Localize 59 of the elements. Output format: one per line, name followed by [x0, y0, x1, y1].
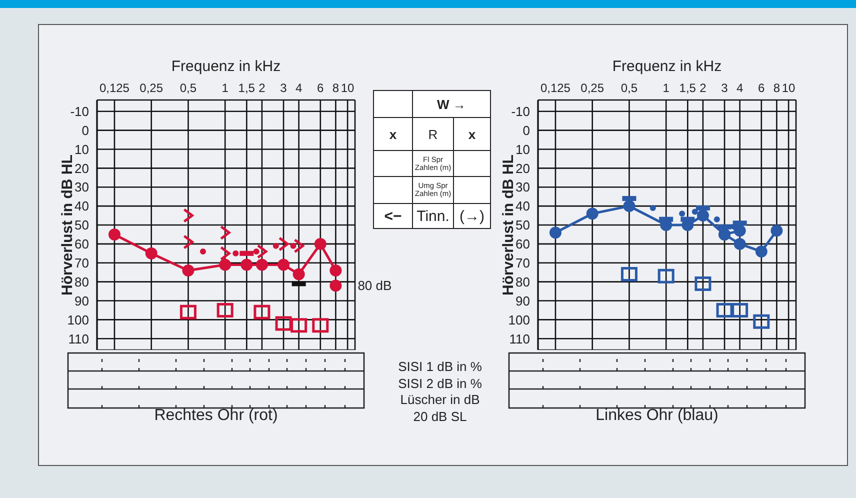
- text: 20 dB SL: [412, 408, 468, 425]
- x-tick-label: 0,25: [580, 81, 604, 95]
- y-tick-label: 30: [74, 180, 89, 195]
- y-tick-label: 60: [516, 236, 530, 252]
- x-tick-label: 1,5: [238, 81, 256, 95]
- x-tick-label: 3: [280, 81, 288, 95]
- x-tick-label: 3: [721, 81, 728, 95]
- x-tick-label: 0,5: [620, 81, 638, 95]
- x-tick-label: 8: [773, 81, 780, 95]
- text: Lüscher in dB: [399, 392, 481, 408]
- y-tick-label: 90: [516, 293, 530, 308]
- x-tick-label: 6: [758, 81, 766, 95]
- y-tick-label: 60: [74, 236, 89, 252]
- y-tick-label: 100: [508, 312, 530, 328]
- y-tick-label: 80: [74, 274, 89, 290]
- y-axis-title: Hörverlust in dB HL: [59, 154, 76, 296]
- y-tick-label: 40: [516, 198, 530, 214]
- y-tick-label: 10: [516, 142, 530, 157]
- x-tick-label: 10: [340, 81, 355, 95]
- x-tick-label: 2: [700, 81, 707, 95]
- x-axis-title: Frequenz in kHz: [170, 58, 282, 75]
- y-tick-label: 0: [522, 122, 530, 138]
- x-axis-title: Frequenz in kHz: [611, 58, 723, 75]
- x-tick-label: 2: [258, 81, 266, 95]
- y-tick-label: 10: [74, 142, 89, 157]
- y-tick-label: 0: [82, 122, 89, 138]
- x-tick-label: 0,125: [540, 81, 571, 95]
- y-tick-label: 70: [516, 255, 530, 270]
- text: Linkes Ohr (blau): [594, 407, 720, 425]
- y-tick-label: 40: [74, 198, 89, 214]
- x-tick-label: 1: [662, 81, 670, 95]
- x-tick-label: 1: [222, 81, 229, 95]
- y-tick-label: 110: [68, 331, 89, 346]
- y-axis-title: Hörverlust in dB HL: [500, 154, 517, 296]
- text: SISI 1 dB in %: [397, 359, 483, 376]
- x-tick-label: 1,5: [679, 81, 696, 95]
- y-tick-label: 50: [516, 218, 530, 233]
- x-tick-label: 4: [295, 81, 302, 95]
- y-tick-label: 20: [74, 160, 89, 176]
- text: Rechtes Ohr (rot): [153, 407, 279, 425]
- x-tick-label: 0,5: [180, 81, 197, 95]
- y-tick-label: 20: [516, 160, 530, 176]
- x-tick-label: 8: [332, 81, 340, 95]
- y-tick-label: 30: [516, 180, 530, 195]
- x-tick-label: 6: [317, 81, 324, 95]
- x-tick-label: 0,125: [99, 81, 130, 95]
- y-tick-label: -10: [511, 104, 530, 119]
- x-tick-label: 4: [736, 81, 744, 95]
- y-tick-label: 100: [67, 312, 89, 328]
- y-tick-label: 70: [74, 255, 89, 270]
- y-tick-label: 110: [509, 331, 530, 346]
- y-tick-label: 90: [74, 293, 89, 308]
- x-tick-label: 10: [782, 81, 796, 95]
- text: SISI 2 dB in %: [397, 376, 483, 392]
- y-tick-label: -10: [70, 104, 89, 119]
- annotation: 80 dB: [358, 278, 392, 294]
- y-tick-label: 50: [74, 218, 89, 233]
- x-tick-label: 0,25: [140, 81, 164, 95]
- y-tick-label: 80: [516, 274, 530, 290]
